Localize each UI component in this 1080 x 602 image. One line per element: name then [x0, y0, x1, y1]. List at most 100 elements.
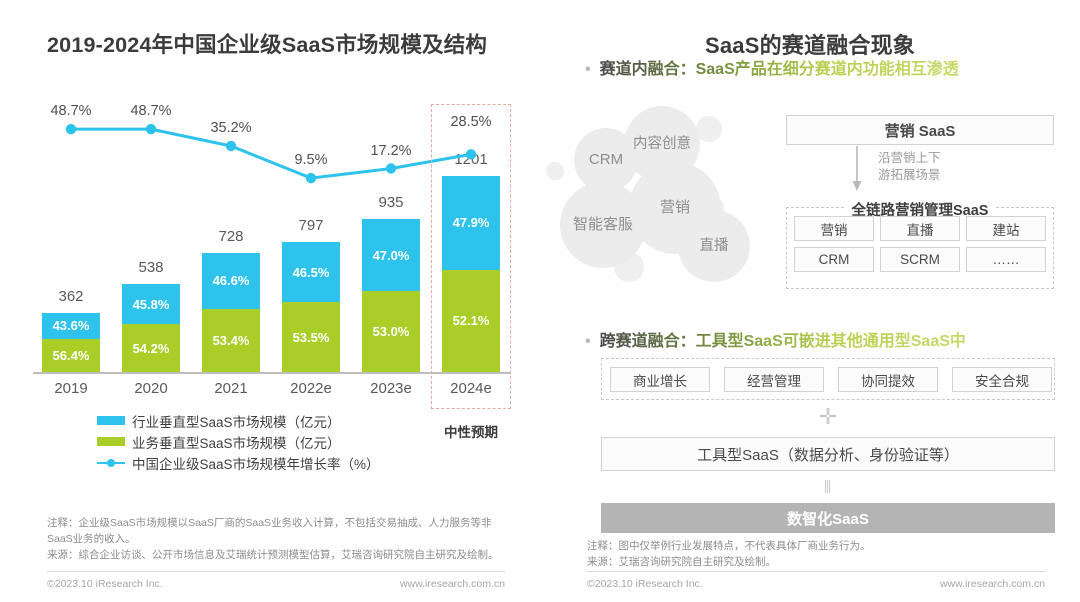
growth-label-2024e: 28.5%: [450, 114, 492, 131]
left-website[interactable]: www.iresearch.com.cn: [399, 578, 505, 590]
right-panel: SaaS的赛道融合现象: [540, 0, 1080, 602]
general-saas-item-2[interactable]: 协同提效: [838, 367, 938, 392]
bubble-label: 营销: [659, 199, 690, 217]
right-note-text: 注释：图中仅举例行业发展特点，不代表具体厂商业务行为。: [587, 540, 871, 552]
legend-line-icon: [97, 458, 125, 467]
tool-saas-box[interactable]: 工具型SaaS（数据分析、身份验证等）: [601, 437, 1055, 471]
full-chain-item-5[interactable]: ……: [966, 247, 1046, 272]
bar-total-2021: 728: [218, 228, 244, 246]
marketing-saas-box[interactable]: 营销 SaaS: [786, 115, 1054, 145]
growth-label-2019: 48.7%: [50, 103, 92, 120]
bar-segment-business-2024e[interactable]: 52.1%: [442, 269, 500, 372]
growth-rate-line: [65, 123, 477, 184]
bar-2022e[interactable]: 46.5% 53.5%: [282, 241, 340, 372]
full-chain-item-4[interactable]: SCRM: [880, 247, 960, 272]
right-website[interactable]: www.iresearch.com.cn: [939, 578, 1045, 590]
growth-label-2021: 35.2%: [210, 120, 252, 136]
right-source-text: 来源：艾瑞咨询研究院自主研究及绘制。: [587, 555, 776, 568]
full-chain-item-1[interactable]: 直播: [880, 216, 960, 241]
bar-2019[interactable]: 43.6% 56.4%: [42, 312, 100, 372]
bullet-intra-track: • 赛道内融合：SaaS产品在细分赛道内功能相互渗透: [585, 55, 959, 79]
right-title: SaaS的赛道融合现象: [704, 33, 916, 58]
legend-item-1[interactable]: 业务垂直型SaaS市场规模（亿元）: [97, 431, 380, 452]
legend-swatch-icon: [97, 437, 125, 446]
bubble-label: 直播: [699, 237, 729, 254]
general-saas-item-0[interactable]: 商业增长: [610, 367, 710, 392]
general-saas-item-1[interactable]: 经营管理: [724, 367, 824, 392]
bullet-cross-track-label: 跨赛道融合：工具型SaaS可嵌进其他通用型SaaS中: [600, 327, 966, 351]
growth-label-2022e: 9.5%: [294, 152, 328, 169]
left-footer: ©2023.10 iResearch Inc. www.iresearch.co…: [47, 578, 505, 590]
line-point-2019[interactable]: [65, 123, 77, 135]
left-note-text: 注释：企业级SaaS市场规模以SaaS厂商的SaaS业务收入计算，不包括交易抽成…: [47, 517, 492, 545]
bullet-dot-icon-2: •: [585, 333, 591, 350]
bar-2024e[interactable]: 47.9% 52.1%: [442, 176, 500, 372]
bar-segment-business-2021[interactable]: 53.4%: [202, 308, 260, 372]
bar-segment-industry-2024e[interactable]: 47.9%: [442, 176, 500, 270]
bullet-cross-track: • 跨赛道融合：工具型SaaS可嵌进其他通用型SaaS中: [585, 327, 966, 351]
bubble-cluster: CRM 内容 创意 智能 客服 营销 直播: [546, 100, 771, 290]
right-copyright: ©2023.10 iResearch Inc.: [587, 578, 703, 590]
full-chain-item-3[interactable]: CRM: [794, 247, 874, 272]
arrow-note: 沿营销上下 游拓展场景: [878, 150, 941, 184]
bar-segment-industry-2019[interactable]: 43.6%: [42, 312, 100, 339]
bullet-intra-track-label: 赛道内融合：SaaS产品在细分赛道内功能相互渗透: [600, 55, 959, 79]
bar-segment-business-2020[interactable]: 54.2%: [122, 324, 180, 372]
full-chain-title: 全链路营销管理SaaS: [845, 199, 995, 220]
equals-icon: ⦀: [823, 478, 833, 497]
bar-segment-business-2023e[interactable]: 53.0%: [362, 291, 420, 372]
x-axis-label-2024e: 2024e: [450, 380, 492, 397]
growth-label-2020: 48.7%: [130, 103, 172, 120]
bar-total-2019: 362: [58, 287, 84, 305]
full-chain-item-0[interactable]: 营销: [794, 216, 874, 241]
general-saas-panel: [601, 358, 1055, 400]
bubble-label: 智能: [572, 216, 603, 234]
bubble-4[interactable]: 直播: [678, 210, 750, 282]
legend-item-0[interactable]: 行业垂直型SaaS市场规模（亿元）: [97, 410, 380, 431]
line-point-2024e[interactable]: [465, 149, 477, 160]
left-chart-title: 2019-2024年中国企业级SaaS市场规模及结构: [47, 33, 488, 57]
bar-2023e[interactable]: 47.0% 53.0%: [362, 219, 420, 372]
bar-total-2020: 538: [138, 259, 164, 277]
chart-legend: 行业垂直型SaaS市场规模（亿元） 业务垂直型SaaS市场规模（亿元） 中国企业级S…: [97, 410, 380, 473]
line-point-2022e[interactable]: [305, 172, 317, 184]
bubble-label: 内容: [633, 135, 662, 152]
full-chain-item-2[interactable]: 建站: [966, 216, 1046, 241]
growth-label-2023e: 17.2%: [370, 142, 412, 159]
right-note: 注释：图中仅举例行业发展特点，不代表具体厂商业务行为。 来源：艾瑞咨询研究院自主…: [587, 539, 1045, 571]
bubble-decorative-0: [696, 116, 722, 142]
right-footer-rule: [587, 571, 1045, 572]
bar-total-2022e: 797: [298, 216, 324, 234]
left-footer-rule: [47, 571, 505, 572]
bullet-dot-icon: •: [585, 61, 591, 78]
forecast-caption: 中性预期: [444, 425, 498, 440]
down-arrow-icon: [852, 146, 862, 191]
x-axis-label-2022e: 2022e: [290, 380, 332, 397]
left-copyright: ©2023.10 iResearch Inc.: [47, 578, 163, 590]
legend-item-2[interactable]: 中国企业级SaaS市场规模年增长率（%）: [97, 452, 380, 473]
legend-item-label: 中国企业级SaaS市场规模年增长率（%）: [132, 456, 380, 472]
x-axis-label-2020: 2020: [134, 380, 168, 397]
line-point-2020[interactable]: [145, 123, 157, 135]
bar-segment-industry-2020[interactable]: 45.8%: [122, 284, 180, 325]
bar-segment-industry-2021[interactable]: 46.6%: [202, 253, 260, 309]
bar-segment-business-2019[interactable]: 56.4%: [42, 338, 100, 372]
x-axis-label-2019: 2019: [54, 380, 88, 397]
left-note: 注释：企业级SaaS市场规模以SaaS厂商的SaaS业务收入计算，不包括交易抽成…: [47, 516, 505, 563]
stacked-bar-chart: 43.6% 56.4% 362 2019 45.8% 54.2% 538 2020 46.6% 5…: [33, 103, 511, 440]
bar-2020[interactable]: 45.8% 54.2%: [122, 284, 180, 372]
bar-segment-industry-2023e[interactable]: 47.0%: [362, 219, 420, 292]
bar-segment-business-2022e[interactable]: 53.5%: [282, 302, 340, 372]
forecast-region-box: [431, 104, 511, 409]
arrow-note-line1: 沿营销上下: [878, 151, 941, 165]
general-saas-item-3[interactable]: 安全合规: [952, 367, 1052, 392]
chart-x-axis: [33, 372, 511, 374]
line-point-2021[interactable]: [225, 140, 237, 152]
right-footer: ©2023.10 iResearch Inc. www.iresearch.co…: [587, 578, 1045, 590]
bubble-label: 客服: [603, 216, 634, 234]
bar-2021[interactable]: 46.6% 53.4%: [202, 253, 260, 372]
bar-segment-industry-2022e[interactable]: 46.5%: [282, 241, 340, 303]
line-point-2023e[interactable]: [385, 163, 397, 174]
x-axis-label-2023e: 2023e: [370, 380, 412, 397]
